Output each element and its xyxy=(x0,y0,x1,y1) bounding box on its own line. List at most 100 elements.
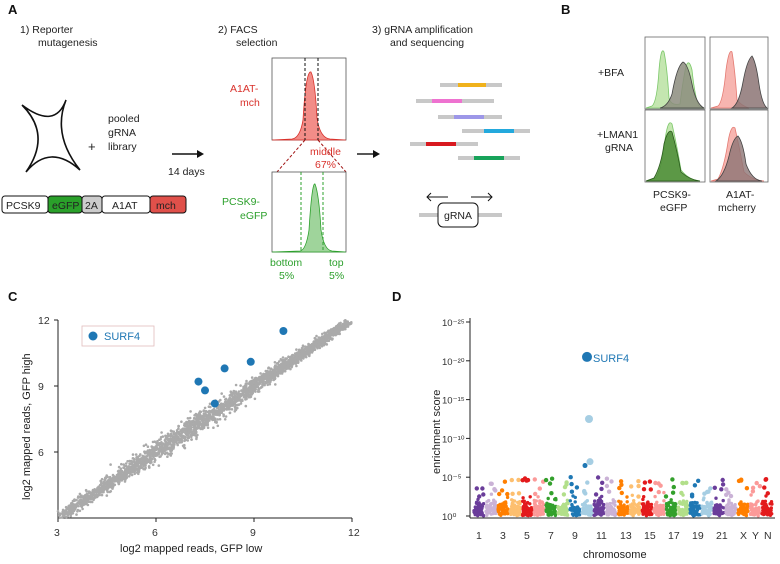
d-point xyxy=(584,511,588,516)
library-label: library xyxy=(108,141,137,153)
d-point xyxy=(489,492,494,496)
d-point xyxy=(565,508,569,513)
step2-subtitle: selection xyxy=(236,37,278,49)
c-bulk-point xyxy=(266,372,269,376)
d-point xyxy=(665,504,670,508)
c-bulk-point xyxy=(206,420,210,423)
d-point xyxy=(739,508,743,512)
c-highlight-point xyxy=(279,327,288,335)
c-bulk-point xyxy=(224,398,227,401)
d-point xyxy=(664,507,669,511)
c-bulk-point xyxy=(327,333,331,337)
c-bulk-point xyxy=(297,348,301,352)
c-bulk-point xyxy=(174,440,177,443)
c-bulk-point xyxy=(244,404,248,408)
c-bulk-point xyxy=(109,463,112,466)
c-bulk-point xyxy=(250,376,254,379)
c-bulk-point xyxy=(204,414,207,418)
c-bulk-point xyxy=(180,420,183,424)
c-bulk-point xyxy=(280,365,284,369)
c-bulk-point xyxy=(276,365,280,369)
c-bulk-point xyxy=(94,494,97,498)
c-bulk-point xyxy=(237,390,241,393)
c-bulk-point xyxy=(287,364,291,367)
c-bulk-point xyxy=(187,436,190,439)
d-point xyxy=(679,490,684,496)
d-point xyxy=(678,500,682,504)
primer-forward-head-icon xyxy=(426,192,432,202)
d-point xyxy=(549,476,555,481)
c-highlight-point xyxy=(210,399,219,408)
c-bulk-point xyxy=(262,373,266,376)
c-bulk-point xyxy=(327,339,330,342)
c-bulk-point xyxy=(349,322,353,325)
d-point xyxy=(649,505,654,510)
d-point xyxy=(510,498,514,502)
d-y-tick-label: 10⁰ xyxy=(442,512,457,523)
d-point xyxy=(493,509,497,513)
cell-shape-icon xyxy=(21,99,81,173)
d-point xyxy=(724,507,729,511)
d-point xyxy=(642,495,646,499)
c-bulk-point xyxy=(58,514,61,517)
c-bulk-point xyxy=(289,360,293,364)
c-bulk-point xyxy=(169,429,173,433)
d-point xyxy=(514,505,519,509)
d-point xyxy=(561,492,567,497)
c-bulk-point xyxy=(197,411,201,415)
c-bulk-point xyxy=(195,426,199,430)
d-point xyxy=(658,483,663,488)
c-bulk-point xyxy=(61,514,65,518)
d-point xyxy=(536,495,540,499)
panel-label-b: B xyxy=(561,2,570,17)
d-point xyxy=(576,506,580,511)
d-point xyxy=(636,502,640,507)
d-point xyxy=(636,483,641,489)
d-point xyxy=(762,511,766,515)
c-bulk-point xyxy=(230,403,234,406)
c-bulk-point xyxy=(110,486,114,489)
c-bulk-point xyxy=(113,483,117,487)
c-bulk-point xyxy=(282,367,285,371)
d-point xyxy=(728,493,734,499)
c-bulk-point xyxy=(264,375,268,379)
d-point xyxy=(649,502,654,507)
c-bulk-point xyxy=(244,382,248,386)
d-point xyxy=(489,508,493,513)
step3-title: 3) gRNA amplification xyxy=(372,24,473,36)
top-percent: 5% xyxy=(329,270,344,282)
d-point xyxy=(474,507,478,511)
c-bulk-point xyxy=(183,446,187,450)
c-bulk-point xyxy=(144,464,147,467)
c-bulk-point xyxy=(223,418,227,421)
c-bulk-point xyxy=(151,454,155,458)
c-bulk-point xyxy=(133,461,137,465)
d-point xyxy=(671,484,676,490)
c-bulk-point xyxy=(133,468,137,471)
d-point xyxy=(485,510,489,514)
d-point xyxy=(503,512,507,516)
c-bulk-point xyxy=(106,490,109,494)
d-x-tick-label: 21 xyxy=(716,530,728,542)
b-col-egfp: eGFP xyxy=(660,202,687,214)
c-bulk-point xyxy=(228,394,232,397)
c-bulk-point xyxy=(171,438,174,441)
c-bulk-point xyxy=(188,422,192,425)
d-x-tick-label: Y xyxy=(752,530,759,542)
d-point xyxy=(641,497,645,502)
c-bulk-point xyxy=(201,427,204,431)
d-point xyxy=(694,501,698,505)
c-bulk-point xyxy=(158,438,161,442)
c-bulk-point xyxy=(330,329,333,332)
d-point xyxy=(670,477,675,482)
d-point xyxy=(498,512,502,516)
d-point xyxy=(477,494,482,499)
c-bulk-point xyxy=(105,494,109,497)
c-bulk-point xyxy=(240,393,243,397)
c-bulk-point xyxy=(138,459,141,463)
c-bulk-point xyxy=(64,505,68,509)
c-bulk-point xyxy=(237,399,240,402)
c-bulk-point xyxy=(303,354,307,358)
c-bulk-point xyxy=(346,325,350,328)
c-bulk-point xyxy=(124,472,127,476)
